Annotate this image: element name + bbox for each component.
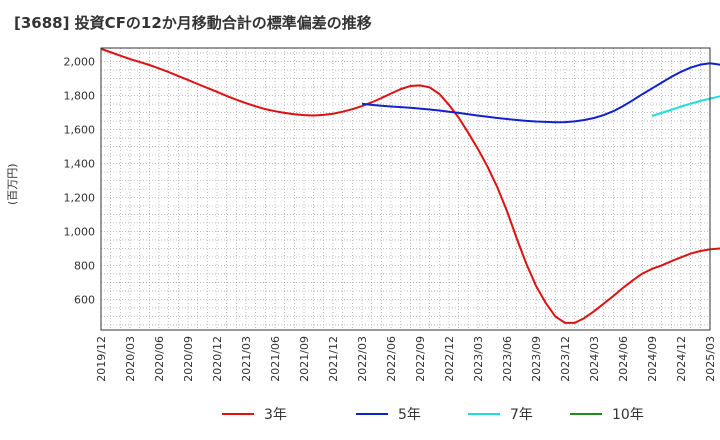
series-line-2 (361, 62, 720, 124)
y-tick-label: 2,000 (64, 56, 96, 69)
y-tick-label: 1,000 (64, 225, 96, 238)
y-tick-label: 1,400 (64, 158, 96, 171)
x-tick-label: 2024/06 (617, 336, 630, 382)
x-tick-label: 2019/12 (95, 336, 108, 382)
x-tick-label: 2022/06 (385, 336, 398, 382)
x-tick-label: 2020/09 (182, 336, 195, 382)
series-lines (100, 47, 720, 324)
series-line-1 (100, 47, 720, 324)
x-tick-label: 2020/06 (153, 336, 166, 382)
chart-title: [3688] 投資CFの12か月移動合計の標準偏差の推移 (14, 14, 372, 32)
y-tick-label: 800 (74, 259, 95, 272)
legend-label-4: 10年 (612, 407, 644, 423)
x-tick-label: 2021/09 (298, 336, 311, 382)
x-tick-label: 2022/09 (414, 336, 427, 382)
x-tick-label: 2022/12 (443, 336, 456, 382)
x-tick-label: 2023/09 (530, 336, 543, 382)
plot-frame (100, 47, 711, 331)
x-tick-label: 2023/12 (559, 336, 572, 382)
x-tick-label: 2021/12 (327, 336, 340, 382)
y-tick-label: 1,600 (64, 124, 96, 137)
x-tick-label: 2022/03 (356, 336, 369, 382)
x-tick-label: 2023/03 (472, 336, 485, 382)
x-tick-label: 2025/03 (704, 336, 717, 382)
y-axis-ticks: 600 800 1,000 1,200 1,400 1,600 1,800 2,000 (64, 56, 96, 307)
x-tick-label: 2021/06 (269, 336, 282, 382)
x-tick-label: 2020/12 (211, 336, 224, 382)
grid (100, 48, 711, 330)
x-tick-label: 2024/12 (675, 336, 688, 382)
legend-label-3: 7年 (510, 407, 533, 423)
x-axis-ticks: 2019/12 2020/03 2020/06 2020/09 2020/12 2021/… (95, 336, 717, 382)
x-tick-label: 2023/06 (501, 336, 514, 382)
x-tick-label: 2020/03 (124, 336, 137, 382)
legend-label-1: 3年 (264, 407, 287, 423)
y-tick-label: 1,800 (64, 90, 96, 103)
x-tick-label: 2024/03 (588, 336, 601, 382)
x-tick-label: 2021/03 (240, 336, 253, 382)
series-line-3 (651, 95, 720, 117)
y-tick-label: 1,200 (64, 191, 96, 204)
y-tick-label: 600 (74, 293, 95, 306)
x-tick-label: 2024/09 (646, 336, 659, 382)
legend: 3年 5年 7年 10年 (222, 407, 644, 423)
legend-label-2: 5年 (398, 407, 421, 423)
